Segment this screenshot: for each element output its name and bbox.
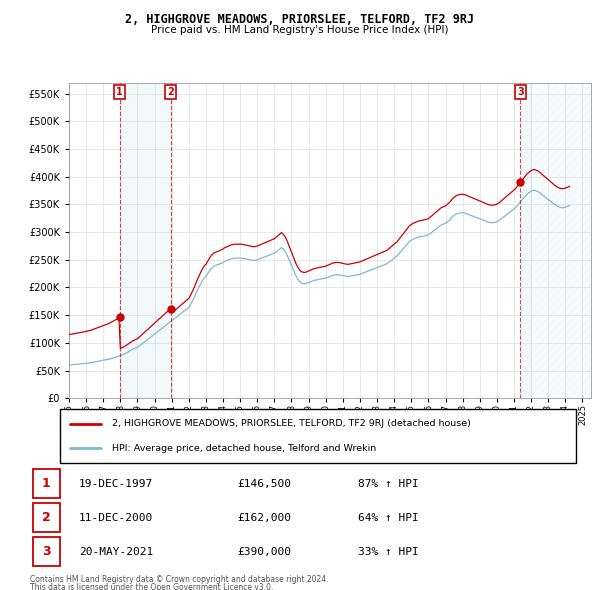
FancyBboxPatch shape [33, 503, 60, 532]
Text: 2, HIGHGROVE MEADOWS, PRIORSLEE, TELFORD, TF2 9RJ (detached house): 2, HIGHGROVE MEADOWS, PRIORSLEE, TELFORD… [112, 419, 470, 428]
Text: 87% ↑ HPI: 87% ↑ HPI [358, 478, 418, 489]
Text: 33% ↑ HPI: 33% ↑ HPI [358, 547, 418, 557]
Bar [520, 83, 531, 398]
Text: 11-DEC-2000: 11-DEC-2000 [79, 513, 154, 523]
Text: £146,500: £146,500 [238, 478, 292, 489]
Text: This data is licensed under the Open Government Licence v3.0.: This data is licensed under the Open Gov… [30, 583, 274, 590]
FancyBboxPatch shape [33, 537, 60, 566]
FancyBboxPatch shape [33, 469, 60, 498]
Text: Price paid vs. HM Land Registry's House Price Index (HPI): Price paid vs. HM Land Registry's House … [151, 25, 449, 35]
Text: HPI: Average price, detached house, Telford and Wrekin: HPI: Average price, detached house, Telf… [112, 444, 376, 453]
Text: £390,000: £390,000 [238, 547, 292, 557]
Text: 1: 1 [116, 87, 123, 97]
Text: 1: 1 [42, 477, 51, 490]
Text: 3: 3 [517, 87, 524, 97]
FancyBboxPatch shape [60, 409, 576, 463]
Text: 20-MAY-2021: 20-MAY-2021 [79, 547, 154, 557]
Text: 2: 2 [42, 511, 51, 525]
Text: Contains HM Land Registry data © Crown copyright and database right 2024.: Contains HM Land Registry data © Crown c… [30, 575, 329, 584]
Text: 2, HIGHGROVE MEADOWS, PRIORSLEE, TELFORD, TF2 9RJ: 2, HIGHGROVE MEADOWS, PRIORSLEE, TELFORD… [125, 13, 475, 26]
Bar [531, 83, 591, 398]
Text: £162,000: £162,000 [238, 513, 292, 523]
Bar [119, 83, 170, 398]
Text: 19-DEC-1997: 19-DEC-1997 [79, 478, 154, 489]
Text: 3: 3 [42, 545, 50, 558]
Text: 2: 2 [167, 87, 174, 97]
Text: 64% ↑ HPI: 64% ↑ HPI [358, 513, 418, 523]
